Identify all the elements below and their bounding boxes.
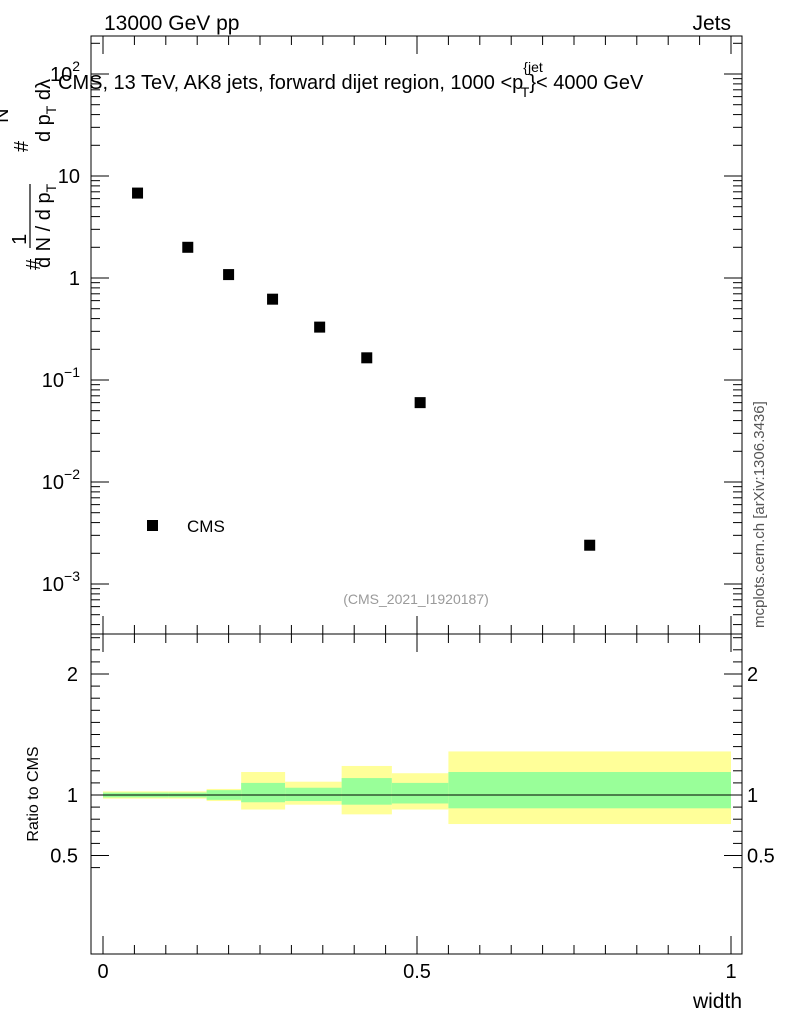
ratio-y-tick-label-left: 1 [67,785,78,807]
ylabel-den: d p [33,114,55,142]
data-point [314,321,326,333]
legend-marker-cms [147,520,158,531]
ratio-y-tick-label-left: 0.5 [50,846,78,868]
y-tick-label: 10−3 [42,568,80,596]
side-source-label: mcplots.cern.ch [arXiv:1306.3436] [751,401,768,628]
x-tick-label: 0.5 [403,961,431,983]
ylabel-one: 1 [9,234,31,245]
x-tick-label: 1 [725,961,736,983]
ratio-inner-band [448,772,731,809]
data-point [267,293,279,305]
data-point [414,397,426,409]
y-tick-label-exp: −1 [64,364,80,380]
y-tick-label-base: 10 [42,574,64,596]
y-tick-label: 10 [58,166,80,188]
category-label: Jets [692,12,731,35]
ylabel-dn-sub: T [43,183,59,192]
ratio-y-tick-label-right: 1 [747,785,758,807]
energy-label: 13000 GeV pp [104,12,239,35]
y-tick-label-exp: −2 [64,466,80,482]
x-axis-label: width [692,990,742,1013]
ylabel-dn: d N / d p [33,192,55,268]
chart-title-prefix: CMS, 13 TeV, AK8 jets, forward dijet reg… [58,72,523,94]
y-tick-label-exp: 2 [72,58,80,74]
chart-title: CMS, 13 TeV, AK8 jets, forward dijet reg… [58,59,644,100]
ylabel-d2n: N [0,108,13,122]
y-tick-label-base: 10 [50,64,72,86]
main-panel-ticks [91,36,742,634]
data-point [584,539,596,551]
main-data-points [132,187,596,551]
ylabel-den-sub: T [43,105,59,114]
ratio-tick-labels: 0.5 0.5 1 1 2 2 [50,664,775,868]
ratio-inner-band [285,787,342,802]
main-panel-frame [90,35,743,635]
chart-title-suffix: }< 4000 GeV [529,72,644,94]
chart-title-sub: T [521,84,530,100]
ratio-inner-band [241,782,286,803]
ratio-bands [103,751,731,825]
x-tick-label: 0 [97,961,108,983]
analysis-id: (CMS_2021_I1920187) [343,591,489,607]
y-tick-label: 102 [50,58,80,86]
ratio-y-axis-label: Ratio to CMS [25,746,42,841]
ylabel-hash2: # [11,140,33,152]
svg-text:#N: #N [0,108,33,152]
ratio-inner-band [341,778,392,805]
y-tick-label-base: 10 [58,166,80,188]
ratio-inner-band [391,782,449,804]
data-point [132,187,144,199]
ylabel-dlambda: dλ [33,79,55,106]
y-tick-label-base: 1 [69,268,80,290]
y-tick-label: 10−1 [42,364,80,392]
ratio-y-tick-label-right: 0.5 [747,846,775,868]
y-tick-label: 1 [69,268,80,290]
svg-text:d N / d pT: d N / d pT [33,183,59,268]
x-tick-labels: 0 0.5 1 [97,961,736,983]
data-point [182,241,194,253]
y-tick-label-base: 10 [42,370,64,392]
ratio-y-tick-label-left: 2 [67,664,78,686]
y-tick-label: 10−2 [42,466,80,494]
svg-text:#1: #1 [9,234,45,270]
ratio-y-tick-label-right: 2 [747,664,758,686]
chart-title-sup: {jet [523,59,543,75]
y-tick-label-base: 10 [42,472,64,494]
main-y-axis-label: #1 d N / d pT #N d2 d pT dλ [0,79,59,270]
data-point [223,269,235,281]
ylabel-hash: # [23,258,45,270]
data-point [361,352,373,364]
legend-label-cms: CMS [187,517,225,536]
y-tick-label-exp: −3 [64,568,80,584]
svg-text:d pT dλ: d pT dλ [33,79,59,142]
ratio-panel-ticks [91,634,742,954]
